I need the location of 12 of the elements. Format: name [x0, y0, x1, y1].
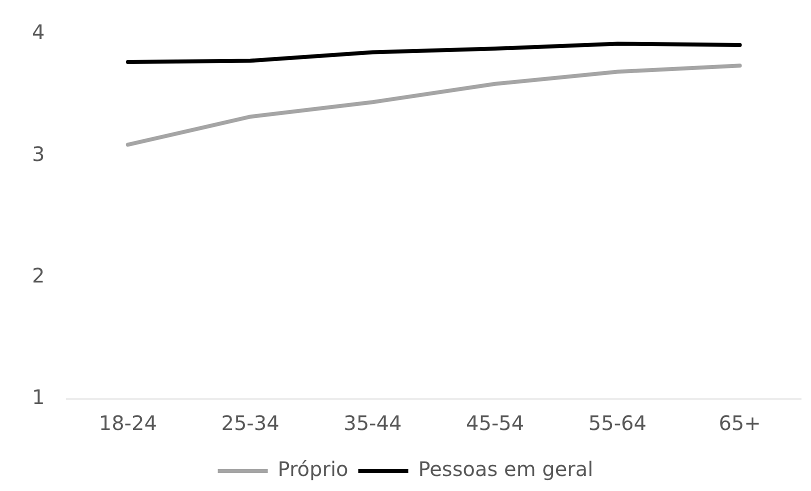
- x-tick-label: 65+: [718, 411, 761, 436]
- x-tick-label: 35-44: [344, 411, 402, 436]
- legend-label: Pessoas em geral: [418, 457, 594, 482]
- y-tick-label: 3: [32, 142, 45, 166]
- x-tick-label: 18-24: [98, 411, 157, 436]
- y-tick-label: 2: [32, 264, 45, 288]
- y-tick-label: 1: [32, 385, 45, 410]
- x-tick-label: 55-64: [588, 411, 646, 436]
- x-tick-label: 45-54: [466, 411, 524, 436]
- y-tick-label: 4: [32, 20, 45, 44]
- legend-label: Próprio: [278, 457, 348, 482]
- x-tick-label: 25-34: [221, 411, 280, 436]
